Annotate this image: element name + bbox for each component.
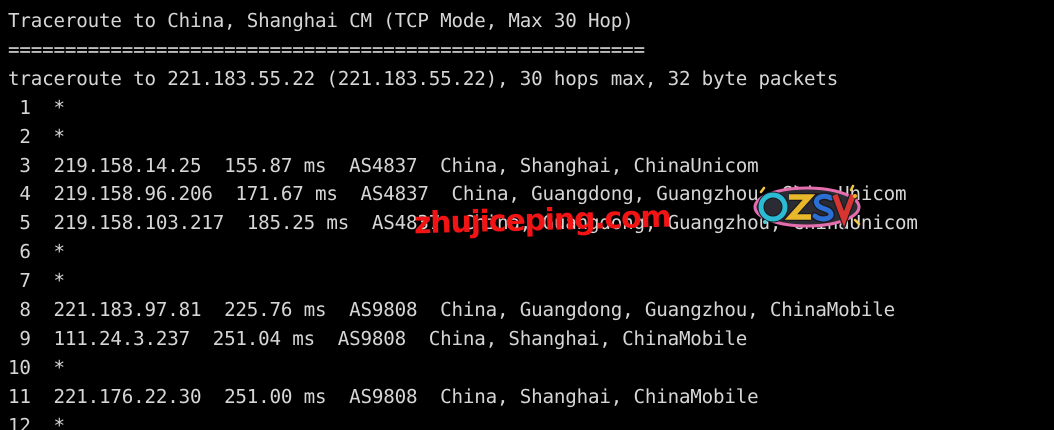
traceroute-output: Traceroute to China, Shanghai CM (TCP Mo… xyxy=(8,9,918,430)
